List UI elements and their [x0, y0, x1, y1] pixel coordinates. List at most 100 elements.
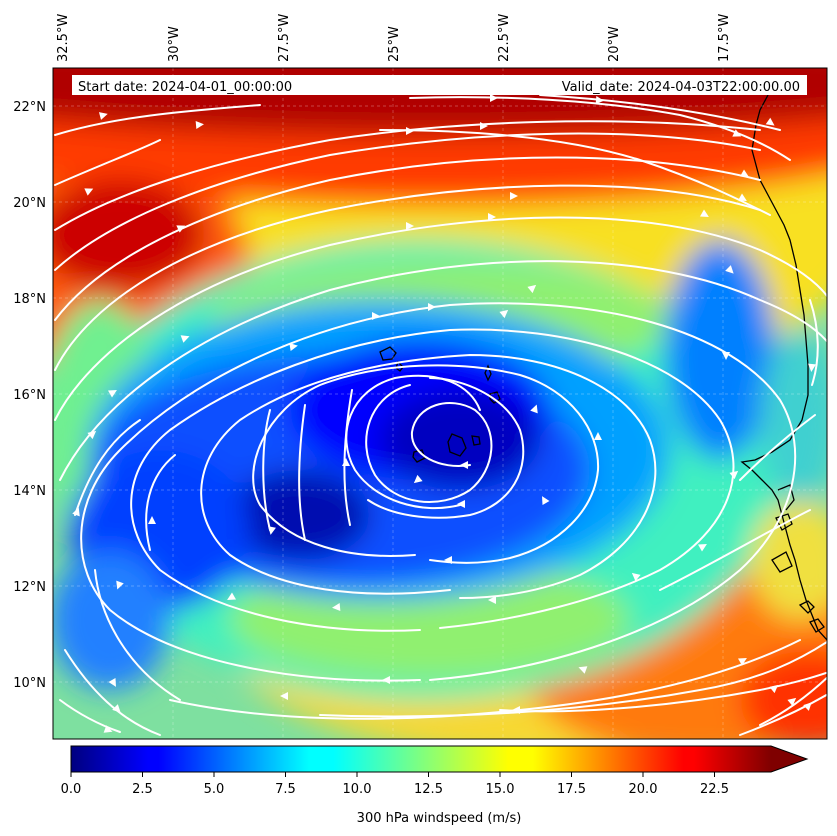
arrowhead [698, 544, 707, 552]
arrowhead [108, 390, 117, 398]
arrowhead [98, 112, 108, 120]
lon-label: 25°W [387, 26, 402, 62]
arrowhead [103, 725, 113, 733]
streamline [200, 353, 657, 599]
streamline [59, 260, 827, 481]
arrowhead [512, 706, 520, 714]
arrowhead [803, 702, 812, 711]
colorbar-extend-arrow [771, 746, 807, 772]
arrowhead [578, 666, 588, 674]
wind-streamlines [54, 94, 827, 736]
valid-date-text: Valid_date: 2024-04-03T22:00:00.00 [562, 80, 800, 95]
arrowhead [176, 225, 186, 233]
colorbar-tick-label: 20.0 [629, 782, 658, 797]
arrowhead [406, 222, 414, 230]
streamline [54, 139, 161, 186]
streamline [367, 377, 525, 519]
arrowhead [488, 596, 496, 604]
arrowhead [280, 692, 288, 700]
lat-label: 20°N [13, 196, 46, 211]
arrowhead [722, 352, 730, 360]
arrowhead [732, 129, 742, 137]
streamline [365, 384, 493, 503]
streamline [759, 676, 827, 726]
colorbar-tick-label: 10.0 [343, 782, 372, 797]
streamline [739, 414, 816, 481]
colorbar-gradient [71, 746, 771, 772]
colorbar-tick-label: 22.5 [700, 782, 729, 797]
streamline [94, 569, 181, 701]
colorbar-label: 300 hPa windspeed (m/s) [357, 811, 522, 826]
arrowhead [530, 404, 538, 414]
lon-label: 27.5°W [277, 14, 292, 62]
colorbar-tick-label: 15.0 [486, 782, 515, 797]
arrowhead [738, 658, 747, 666]
colorbar-tick-label: 7.5 [275, 782, 296, 797]
arrowhead [808, 363, 816, 372]
lon-label: 17.5°W [717, 14, 732, 62]
streamline [379, 129, 771, 216]
arrowhead [595, 96, 604, 104]
arrowhead [332, 603, 341, 611]
colorbar-tick-label: 2.5 [132, 782, 153, 797]
lon-label: 22.5°W [497, 14, 512, 62]
arrowhead [510, 192, 518, 200]
arrowhead [740, 169, 749, 177]
colorbar-tick-label: 12.5 [414, 782, 443, 797]
colorbar-tick-label: 5.0 [204, 782, 225, 797]
streamline [345, 374, 481, 509]
streamline [809, 299, 819, 386]
colorbar: 0.0 2.5 5.0 7.5 10.0 12.5 15.0 17.5 20.0… [61, 745, 809, 826]
longitude-labels: 32.5°W 30°W 27.5°W 25°W 22.5°W 20°W 17.5… [56, 14, 732, 62]
lon-label: 20°W [607, 26, 622, 62]
streamline [659, 509, 811, 591]
arrowhead [87, 430, 97, 440]
lon-label: 32.5°W [56, 14, 71, 62]
colorbar-tick-label: 0.0 [61, 782, 82, 797]
lat-label: 14°N [13, 484, 46, 499]
arrowhead [406, 127, 414, 135]
arrowhead [108, 678, 116, 687]
arrowhead [227, 592, 236, 600]
streamline [343, 389, 353, 526]
gridlines [53, 68, 827, 739]
colorbar-outline [70, 745, 809, 773]
start-date-text: Start date: 2024-04-01_00:00:00 [78, 80, 292, 95]
arrowhead [116, 580, 124, 590]
streamline [74, 419, 141, 516]
arrowhead [769, 684, 779, 694]
arrowhead [84, 188, 94, 196]
arrowhead [729, 470, 739, 480]
streamline [54, 104, 261, 136]
lat-label: 16°N [13, 388, 46, 403]
arrowhead [725, 265, 734, 274]
lat-label: 12°N [13, 580, 46, 595]
arrowhead [527, 284, 537, 294]
arrowhead [787, 697, 797, 707]
arrowhead [499, 309, 509, 319]
streamline [130, 328, 735, 632]
streamline [64, 649, 161, 736]
arrowhead [631, 572, 641, 582]
arrowhead [490, 94, 498, 102]
arrowhead [480, 122, 488, 130]
streamline [319, 640, 827, 718]
arrowhead [342, 458, 350, 466]
lat-label: 18°N [13, 292, 46, 307]
streamline [54, 132, 761, 271]
streamline [409, 96, 791, 161]
streamline [539, 94, 781, 131]
streamline [54, 184, 761, 371]
map-frame [52, 67, 828, 740]
streamline [145, 454, 176, 551]
date-header-box [72, 75, 807, 95]
arrowhead [542, 496, 550, 505]
arrowhead [382, 676, 390, 684]
lat-label: 22°N [13, 100, 46, 115]
arrowhead [594, 432, 602, 440]
arrowhead [428, 303, 436, 311]
latitude-labels: 22°N 20°N 18°N 16°N 14°N 12°N 10°N [13, 100, 46, 691]
arrowhead [372, 312, 380, 320]
streamline [262, 409, 271, 531]
